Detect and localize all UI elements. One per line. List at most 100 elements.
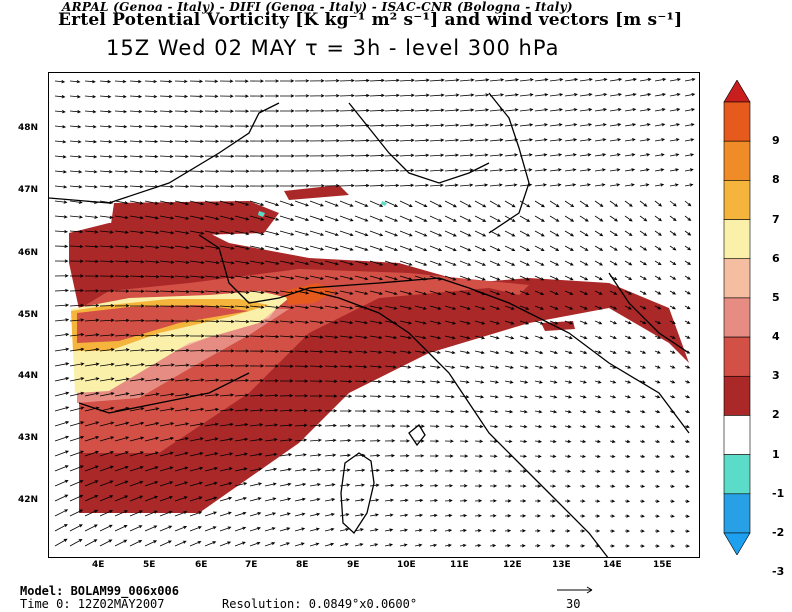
wind-arrow bbox=[114, 480, 129, 487]
wind-arrow bbox=[399, 528, 409, 532]
wind-arrow bbox=[99, 465, 114, 472]
wind-arrow bbox=[444, 380, 456, 384]
wind-arrow bbox=[354, 409, 367, 413]
wind-arrow bbox=[669, 153, 680, 157]
wind-arrow bbox=[249, 437, 264, 442]
wind-arrow bbox=[294, 497, 306, 502]
wind-arrow bbox=[474, 439, 484, 443]
wind-arrow bbox=[279, 364, 294, 368]
wind-arrow bbox=[84, 421, 100, 427]
wind-arrow bbox=[84, 140, 98, 144]
wind-arrow bbox=[174, 392, 190, 397]
wind-arrow bbox=[594, 260, 604, 266]
wind-arrow bbox=[309, 468, 322, 472]
wind-arrow bbox=[459, 439, 469, 443]
wind-arrow bbox=[594, 92, 608, 97]
wind-arrow bbox=[144, 348, 160, 352]
wind-arrow bbox=[129, 466, 144, 472]
wind-arrow bbox=[399, 168, 415, 172]
map-panel[interactable] bbox=[48, 72, 700, 558]
wind-arrow bbox=[579, 290, 589, 295]
wind-arrow bbox=[444, 454, 454, 458]
wind-arrow bbox=[324, 230, 339, 237]
wind-arrow bbox=[564, 350, 573, 354]
wind-arrow bbox=[519, 350, 529, 355]
wind-arrow bbox=[339, 468, 351, 472]
wind-arrow bbox=[504, 78, 520, 82]
wind-arrow bbox=[144, 540, 158, 547]
wind-arrow bbox=[204, 422, 219, 427]
wind-arrow bbox=[504, 380, 514, 384]
wind-arrow bbox=[309, 260, 325, 266]
wind-arrow bbox=[309, 184, 325, 188]
wind-arrow bbox=[174, 139, 189, 144]
wind-arrow bbox=[234, 139, 250, 143]
wind-arrow bbox=[519, 320, 530, 325]
wind-arrow bbox=[219, 437, 234, 442]
wind-arrow bbox=[489, 305, 501, 310]
wind-arrow bbox=[219, 511, 232, 517]
wind-arrow bbox=[684, 93, 696, 97]
wind-arrow bbox=[654, 350, 661, 354]
wind-arrow bbox=[549, 335, 559, 340]
wind-arrow bbox=[159, 525, 173, 532]
wind-arrow bbox=[144, 200, 159, 205]
wind-arrow bbox=[339, 335, 354, 339]
wind-arrow bbox=[474, 409, 484, 414]
wind-arrow bbox=[549, 123, 563, 127]
wind-arrow bbox=[489, 484, 498, 488]
wind-arrow bbox=[594, 245, 604, 251]
wind-arrow bbox=[684, 305, 691, 310]
wind-arrow bbox=[264, 79, 280, 83]
wind-arrow bbox=[324, 169, 340, 173]
wind-arrow bbox=[654, 439, 661, 444]
wind-arrow bbox=[549, 275, 560, 281]
wind-arrow bbox=[429, 335, 442, 340]
wind-arrow bbox=[264, 467, 278, 472]
wind-arrow bbox=[264, 379, 279, 383]
wind-arrow bbox=[459, 365, 470, 369]
wind-arrow bbox=[99, 450, 115, 457]
wind-arrow bbox=[624, 92, 637, 97]
wind-arrow bbox=[309, 364, 324, 369]
wind-arrow bbox=[294, 139, 310, 143]
wind-arrow bbox=[519, 215, 531, 222]
wind-arrow bbox=[204, 437, 219, 442]
wind-arrow bbox=[324, 154, 340, 158]
wind-arrow bbox=[159, 333, 175, 338]
colorbar-tick-label: 7 bbox=[772, 212, 780, 226]
wind-arrow bbox=[219, 215, 235, 221]
wind-arrow bbox=[654, 410, 661, 414]
wind-arrow bbox=[414, 454, 425, 458]
wind-arrow bbox=[129, 215, 144, 220]
wind-arrow bbox=[84, 539, 98, 547]
wind-arrow bbox=[234, 378, 250, 383]
wind-arrow bbox=[264, 408, 279, 412]
wind-arrow bbox=[639, 77, 652, 82]
wind-arrow bbox=[264, 497, 277, 502]
wind-arrow bbox=[459, 168, 474, 172]
wind-arrow bbox=[279, 423, 293, 427]
wind-arrow bbox=[414, 108, 430, 112]
wind-arrow bbox=[354, 305, 369, 310]
wind-arrow bbox=[429, 320, 442, 325]
wind-arrow bbox=[429, 275, 442, 281]
wind-arrow bbox=[369, 543, 379, 547]
wind-arrow bbox=[549, 320, 559, 325]
wind-arrow bbox=[69, 230, 84, 234]
wind-arrow bbox=[309, 512, 321, 517]
wind-arrow bbox=[159, 154, 174, 159]
wind-arrow bbox=[669, 215, 677, 222]
wind-arrow bbox=[189, 245, 205, 250]
wind-arrow bbox=[309, 335, 324, 339]
wind-arrow bbox=[639, 335, 647, 339]
wind-arrow bbox=[354, 260, 369, 266]
wind-arrow bbox=[549, 230, 560, 237]
wind-arrow bbox=[534, 245, 545, 251]
wind-arrow bbox=[534, 469, 542, 473]
wind-arrow bbox=[414, 93, 430, 97]
wind-arrow bbox=[279, 349, 294, 354]
wind-arrow bbox=[114, 139, 128, 144]
wind-arrow bbox=[54, 509, 69, 517]
wind-arrow bbox=[144, 289, 160, 294]
